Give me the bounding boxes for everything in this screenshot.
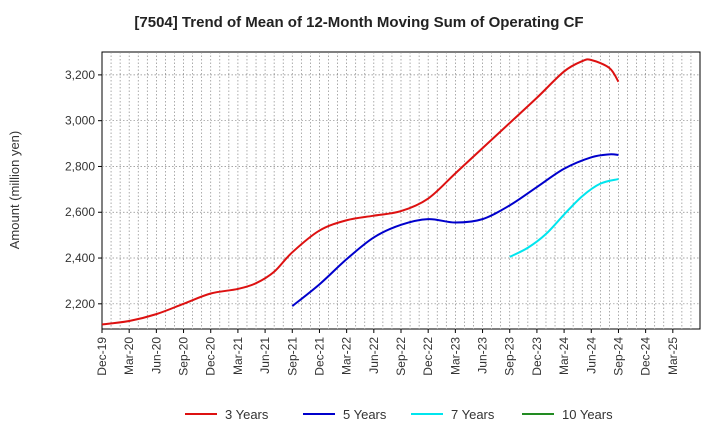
x-tick-label: Jun-20 <box>149 337 163 374</box>
x-tick-label: Dec-21 <box>312 337 326 376</box>
y-tick-label: 3,000 <box>65 114 95 128</box>
y-tick-label: 2,600 <box>65 205 95 219</box>
x-tick-label: Mar-21 <box>231 337 245 375</box>
chart-title: [7504] Trend of Mean of 12-Month Moving … <box>134 14 583 31</box>
x-tick-label: Mar-20 <box>122 337 136 375</box>
x-tick-label: Sep-22 <box>394 337 408 376</box>
series-line-7-years <box>509 178 619 258</box>
y-tick-label: 2,200 <box>65 297 95 311</box>
x-tick-label: Dec-22 <box>421 337 435 376</box>
x-tick-label: Mar-24 <box>557 337 571 375</box>
x-tick-label: Sep-24 <box>611 337 625 376</box>
x-tick-label: Sep-21 <box>285 337 299 376</box>
legend-label-7-years: 7 Years <box>451 407 495 422</box>
x-tick-label: Jun-22 <box>367 337 381 374</box>
x-tick-label: Mar-23 <box>448 337 462 375</box>
y-axis-ticks: 2,200 2,400 2,600 2,800 3,000 3,200 <box>65 68 102 311</box>
x-tick-label: Sep-20 <box>177 337 191 376</box>
x-tick-label: Sep-23 <box>503 337 517 376</box>
horizontal-gridlines <box>102 74 700 305</box>
x-tick-label: Jun-24 <box>584 337 598 374</box>
x-tick-label: Mar-25 <box>666 337 680 375</box>
legend-label-10-years: 10 Years <box>562 407 613 422</box>
vertical-gridlines <box>110 52 692 329</box>
x-tick-label: Dec-24 <box>639 337 653 376</box>
x-tick-label: Dec-19 <box>95 337 109 376</box>
series-line-5-years <box>291 153 619 307</box>
y-tick-label: 2,800 <box>65 159 95 173</box>
x-tick-label: Mar-22 <box>340 337 354 375</box>
y-tick-label: 2,400 <box>65 251 95 265</box>
legend: 3 Years 5 Years 7 Years 10 Years <box>185 407 613 422</box>
y-tick-label: 3,200 <box>65 68 95 82</box>
legend-label-5-years: 5 Years <box>343 407 387 422</box>
y-axis-label: Amount (million yen) <box>7 131 22 250</box>
series-line-3-years <box>101 58 620 326</box>
x-tick-label: Dec-23 <box>530 337 544 376</box>
x-tick-label: Dec-20 <box>204 337 218 376</box>
x-tick-label: Jun-21 <box>258 337 272 374</box>
series-lines <box>101 58 620 326</box>
legend-label-3-years: 3 Years <box>225 407 269 422</box>
x-tick-label: Jun-23 <box>476 337 490 374</box>
x-axis-ticks: Dec-19 Mar-20 Jun-20 Sep-20 Dec-20 Mar-21 Jun-… <box>95 329 680 376</box>
